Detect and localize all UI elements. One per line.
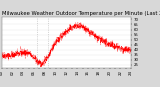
Text: Milwaukee Weather Outdoor Temperature per Minute (Last 24 Hours): Milwaukee Weather Outdoor Temperature pe… (2, 11, 160, 16)
